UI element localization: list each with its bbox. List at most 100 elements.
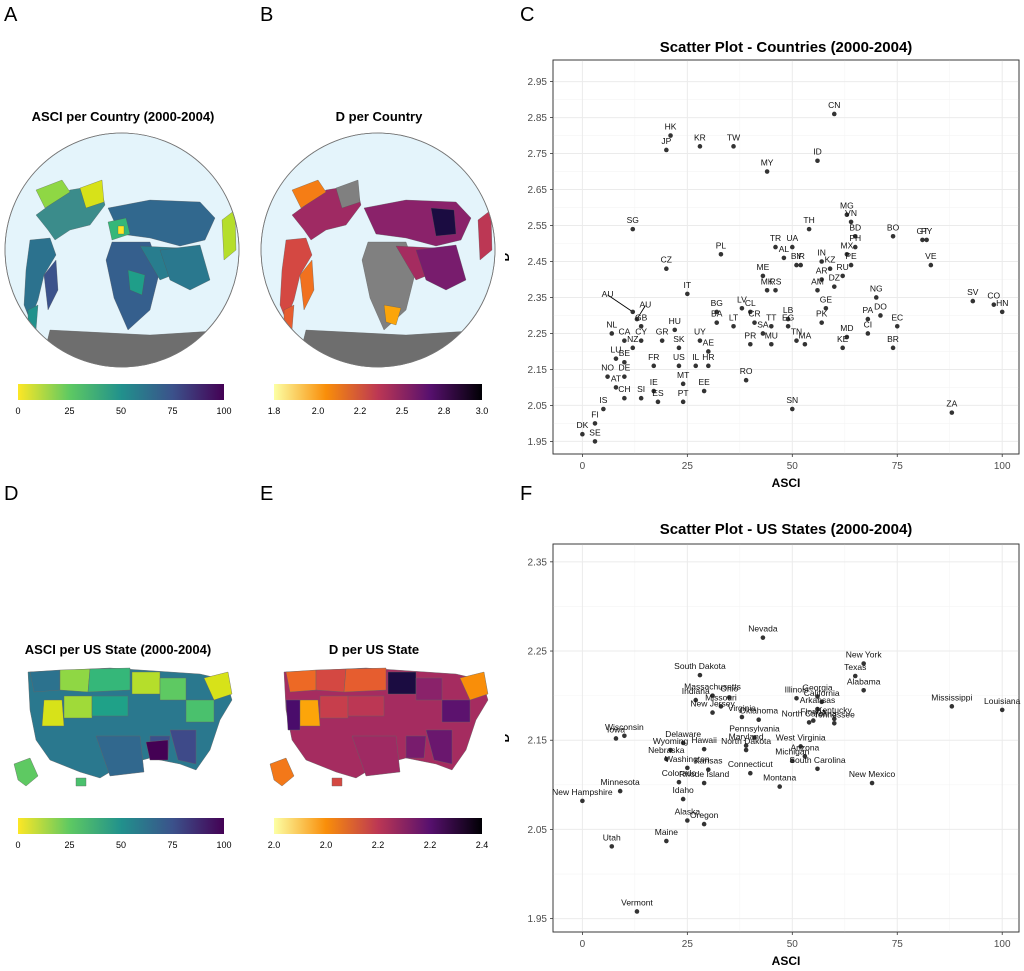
point-label: Wyoming xyxy=(653,736,689,746)
point-label: Florida xyxy=(800,707,826,717)
point-label: PK xyxy=(816,309,828,319)
data-point xyxy=(777,784,783,789)
data-point xyxy=(622,374,627,379)
point-label: SI xyxy=(637,384,645,394)
point-label: GE xyxy=(820,294,833,304)
data-point xyxy=(748,341,753,347)
point-label: Virginia xyxy=(728,703,756,713)
data-point xyxy=(928,262,934,268)
point-label: FI xyxy=(591,409,599,419)
point-label: MD xyxy=(840,323,853,333)
colorbar-d-country: 1.8 2.0 2.2 2.5 2.8 3.0 xyxy=(268,384,488,416)
point-label: IR xyxy=(796,251,805,261)
data-point xyxy=(706,767,711,772)
point-label: Ohio xyxy=(720,683,738,693)
point-label: Nebraska xyxy=(648,745,685,755)
data-point xyxy=(760,635,766,640)
data-point xyxy=(865,316,871,322)
data-point xyxy=(806,720,812,725)
data-point xyxy=(592,421,598,426)
point-label: CO xyxy=(987,291,1000,301)
data-point xyxy=(748,309,753,315)
point-label: BE xyxy=(619,348,631,358)
point-label: AL xyxy=(779,244,790,254)
data-point xyxy=(844,212,850,218)
data-point xyxy=(617,788,623,794)
data-point xyxy=(680,740,686,746)
us-map-d xyxy=(269,667,489,787)
data-point xyxy=(743,747,749,753)
point-label: DE xyxy=(618,363,630,373)
point-label: TH xyxy=(803,215,814,225)
point-label: UA xyxy=(786,233,798,243)
data-point xyxy=(701,780,707,786)
data-point xyxy=(685,291,690,297)
point-label: SK xyxy=(673,334,685,344)
data-point xyxy=(848,262,854,268)
point-label: EG xyxy=(782,312,794,322)
point-label: Maine xyxy=(655,827,678,837)
point-label: NG xyxy=(870,283,883,293)
point-label: ES xyxy=(652,388,664,398)
data-point xyxy=(815,287,820,293)
point-label: PL xyxy=(716,240,727,250)
point-label: Montana xyxy=(763,773,796,783)
point-label: Idaho xyxy=(673,785,695,795)
y-tick-label: 2.05 xyxy=(528,401,548,412)
data-point xyxy=(764,287,770,293)
y-tick-label: 2.75 xyxy=(528,149,548,160)
x-tick-label: 75 xyxy=(892,939,904,950)
point-label: CL xyxy=(745,298,756,308)
point-label: Washington xyxy=(665,754,710,764)
y-tick-label: 2.55 xyxy=(528,221,548,232)
data-point xyxy=(815,158,820,164)
data-point xyxy=(785,323,791,329)
point-label: KE xyxy=(837,334,849,344)
point-label: ME xyxy=(757,262,770,272)
data-point xyxy=(890,234,896,239)
data-point xyxy=(743,377,749,383)
point-label: PT xyxy=(678,388,689,398)
data-point xyxy=(920,237,925,243)
data-point xyxy=(676,345,682,351)
colorbar-tick: 2.5 xyxy=(396,406,409,416)
x-tick-label: 25 xyxy=(682,939,694,950)
plot-border xyxy=(552,543,1020,933)
point-label: CH xyxy=(618,384,630,394)
data-point xyxy=(970,298,976,304)
y-tick-label: 2.35 xyxy=(528,557,548,568)
data-point xyxy=(794,696,799,701)
y-tick-label: 1.95 xyxy=(528,914,548,925)
x-tick-label: 25 xyxy=(682,461,694,472)
map-title-d-country: D per Country xyxy=(335,109,423,124)
data-point xyxy=(802,341,808,347)
data-point xyxy=(848,219,854,225)
data-point xyxy=(664,838,669,844)
chart-title: Scatter Plot - Countries (2000-2004) xyxy=(660,39,913,56)
data-point xyxy=(718,252,724,257)
point-label: EC xyxy=(891,312,903,322)
data-point xyxy=(638,395,644,401)
colorbar-tick: 2.8 xyxy=(438,406,451,416)
data-point xyxy=(815,766,820,772)
colorbar-tick: 0 xyxy=(15,406,20,416)
point-label: West Virginia xyxy=(776,732,826,742)
data-point xyxy=(823,305,829,311)
data-point xyxy=(655,399,661,405)
data-point xyxy=(710,693,715,698)
data-point xyxy=(605,374,610,379)
point-label: NO xyxy=(601,363,614,373)
y-tick-label: 1.95 xyxy=(528,437,548,448)
colorbar-tick: 2.0 xyxy=(320,840,333,850)
point-label: TW xyxy=(727,132,740,142)
data-point xyxy=(714,309,720,315)
point-label: BO xyxy=(887,222,900,232)
data-point xyxy=(638,323,644,329)
point-label: MA xyxy=(799,330,812,340)
point-label: SA xyxy=(757,319,769,329)
data-point xyxy=(731,144,736,149)
point-label: VE xyxy=(925,251,937,261)
point-label: DO xyxy=(874,301,887,311)
point-label: MK xyxy=(761,276,774,286)
data-point xyxy=(861,661,866,666)
